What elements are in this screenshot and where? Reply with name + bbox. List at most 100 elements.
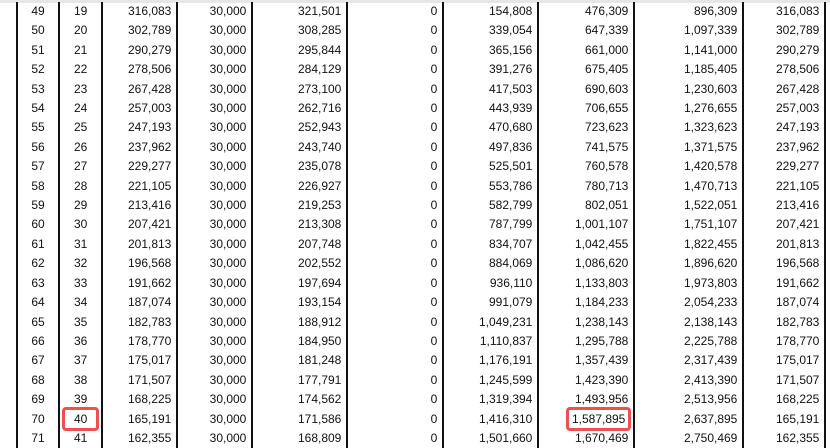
- cell-value: 30,000: [209, 198, 247, 213]
- cell-value: 33: [74, 275, 88, 290]
- table-row: 50 20 302,789 30,000 308,285 0 339,054 647,339 1…: [16, 21, 827, 41]
- table-cell: 2,637,895: [633, 409, 745, 429]
- table-cell: 65: [16, 312, 60, 332]
- cell-value: 2,750,469: [683, 430, 738, 445]
- table-cell: 787,799: [442, 215, 540, 235]
- table-row: 62 32 196,568 30,000 202,552 0 884,069 1,086,62…: [16, 254, 827, 274]
- table-cell: 52: [16, 60, 60, 80]
- cell-value: 1,295,788: [574, 333, 629, 348]
- table-cell: 0: [346, 390, 445, 410]
- cell-value: 30,000: [209, 295, 247, 310]
- table-row: 69 39 168,225 30,000 174,562 0 1,319,394 1,493,…: [16, 390, 827, 410]
- table-cell: 252,943: [251, 118, 349, 138]
- table-cell: 339,054: [442, 21, 540, 41]
- table-cell: 30,000: [176, 351, 254, 371]
- cell-value: 221,105: [775, 178, 820, 193]
- table-cell: 1,042,455: [537, 234, 636, 255]
- cell-value: 213,308: [297, 217, 342, 232]
- table-cell: 41: [57, 428, 104, 448]
- table-cell: 51: [16, 40, 60, 61]
- table-cell: 30,000: [176, 196, 254, 216]
- cell-value: 30,000: [209, 236, 247, 251]
- cell-value: 61: [31, 236, 45, 251]
- cell-value: 760,578: [584, 159, 629, 174]
- cell-value: 1,086,620: [574, 256, 629, 271]
- table-cell: 213,416: [742, 196, 827, 216]
- table-cell: 171,586: [251, 409, 349, 429]
- table-row: 68 38 171,507 30,000 177,791 0 1,245,599 1,423,…: [16, 370, 827, 391]
- cell-value: 213,416: [127, 198, 172, 213]
- cell-value: 273,100: [297, 81, 342, 96]
- cell-value: 30,000: [209, 4, 247, 18]
- table-cell: 27: [57, 157, 104, 177]
- table-cell: 207,421: [742, 215, 827, 235]
- table-cell: 582,799: [442, 196, 540, 216]
- table-cell: 0: [346, 176, 445, 197]
- table-cell: 0: [346, 273, 445, 294]
- cell-value: 0: [430, 353, 438, 368]
- cell-value: 1,670,469: [574, 430, 629, 445]
- cell-value: 290,279: [775, 42, 820, 57]
- cell-value: 168,225: [127, 392, 172, 407]
- table-cell: 661,000: [537, 40, 636, 61]
- cell-value: 780,713: [584, 178, 629, 193]
- data-table: 49 19 316,083 30,000 321,501 0 154,808 476,309 8…: [16, 2, 827, 448]
- cell-value: 0: [430, 62, 438, 77]
- cell-value: 229,277: [127, 159, 172, 174]
- table-cell: 30,000: [176, 21, 254, 41]
- table-cell: 191,662: [742, 273, 827, 294]
- cell-value: 896,309: [693, 4, 738, 18]
- table-cell: 1,822,455: [633, 234, 745, 255]
- cell-value: 0: [430, 120, 438, 135]
- table-cell: 207,421: [101, 215, 179, 235]
- cell-value: 56: [31, 139, 45, 154]
- cell-value: 2,138,143: [683, 314, 738, 329]
- table-cell: 741,575: [537, 137, 636, 158]
- table-cell: 30,000: [176, 99, 254, 119]
- table-cell: 30,000: [176, 370, 254, 391]
- table-cell: 1,416,310: [442, 409, 540, 429]
- cell-value: 178,770: [775, 333, 820, 348]
- cell-value: 2,317,439: [683, 353, 738, 368]
- table-cell: 162,355: [742, 428, 827, 448]
- table-cell: 1,501,660: [442, 428, 540, 448]
- cell-value: 243,740: [297, 139, 342, 154]
- table-cell: 30,000: [176, 428, 254, 448]
- table-cell: 1,110,837: [442, 331, 540, 352]
- table-cell: 63: [16, 273, 60, 294]
- table-cell: 196,568: [742, 254, 827, 274]
- table-cell: 178,770: [742, 331, 827, 352]
- table-cell: 1,587,895: [537, 406, 636, 431]
- table-cell: 365,156: [442, 40, 540, 61]
- table-cell: 723,623: [537, 118, 636, 138]
- cell-value: 36: [74, 333, 88, 348]
- table-row: 71 41 162,355 30,000 168,809 0 1,501,660 1,670,…: [16, 428, 827, 448]
- cell-value: 0: [430, 392, 438, 407]
- cell-value: 21: [74, 42, 88, 57]
- cell-value: 59: [31, 198, 45, 213]
- cell-value: 787,799: [488, 217, 533, 232]
- cell-value: 391,276: [488, 62, 533, 77]
- cell-value: 0: [430, 275, 438, 290]
- cell-value: 1,822,455: [683, 236, 738, 251]
- cell-value: 30,000: [209, 139, 247, 154]
- cell-value: 226,927: [297, 178, 342, 193]
- table-cell: 188,912: [251, 312, 349, 332]
- cell-value: 30,000: [209, 353, 247, 368]
- table-cell: 21: [57, 40, 104, 61]
- table-cell: 2,413,390: [633, 370, 745, 391]
- cell-value: 30,000: [209, 62, 247, 77]
- table-cell: 308,285: [251, 21, 349, 41]
- table-cell: 302,789: [742, 21, 827, 41]
- table-cell: 53: [16, 79, 60, 100]
- table-cell: 284,129: [251, 60, 349, 80]
- cell-value: 1,276,655: [683, 101, 738, 116]
- table-cell: 23: [57, 79, 104, 100]
- cell-value: 188,912: [297, 314, 342, 329]
- cell-value: 207,421: [775, 217, 820, 232]
- table-cell: 316,083: [101, 2, 179, 22]
- table-cell: 207,748: [251, 234, 349, 255]
- cell-value: 497,836: [488, 139, 533, 154]
- table-cell: 0: [346, 79, 445, 100]
- cell-value: 196,568: [127, 256, 172, 271]
